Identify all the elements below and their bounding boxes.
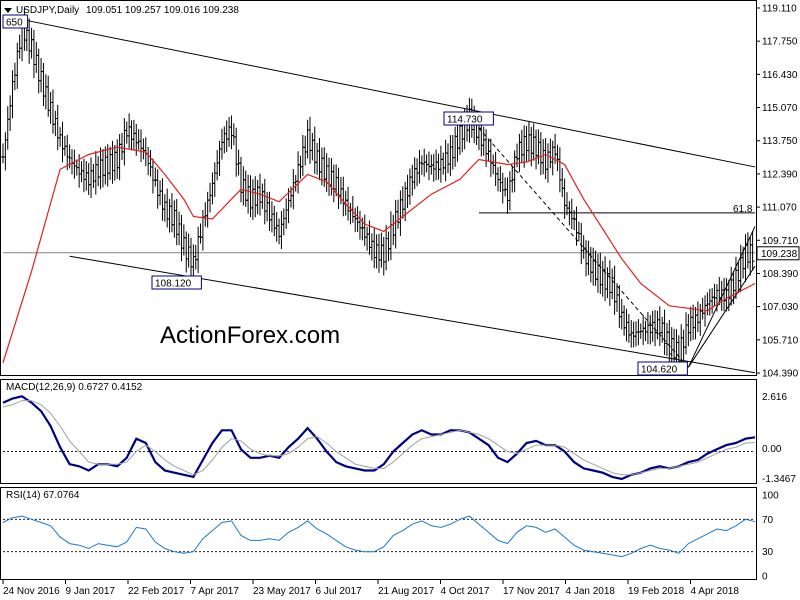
trendline-decline-dashed (469, 117, 689, 368)
price-axis-label: 108.390 (762, 269, 799, 280)
label-104620: 104.620 (641, 365, 678, 376)
label-fib-61-8: 61.8 (733, 204, 753, 215)
current-price-tag-box (756, 246, 800, 261)
chart-header: USDJPY,Daily 109.051 109.257 109.016 109… (4, 5, 239, 16)
label-650-box (2, 14, 29, 29)
date-axis-label: 9 Jan 2017 (66, 586, 116, 597)
rsi-axis-label: 0 (762, 572, 768, 583)
price-axis-label: 111.070 (762, 203, 797, 214)
rsi-axis-label: 30 (762, 547, 774, 558)
label-108120-box (151, 275, 202, 290)
ohlc-values: 109.051 109.257 109.016 109.238 (86, 5, 239, 16)
price-axis-label: 112.390 (762, 169, 798, 180)
date-axis-label: 4 Jan 2018 (566, 586, 616, 597)
macd-signal-line (2, 400, 756, 476)
date-axis-label: 19 Feb 2018 (628, 586, 685, 597)
label-114730-box (443, 111, 494, 126)
moving-average-line (2, 146, 756, 363)
axis-layer: 119.110 117.750 116.430 115.070 113.750 112.3… (2, 4, 800, 597)
macd-line (2, 395, 756, 481)
macd-axis-label: 0.00 (762, 444, 782, 455)
date-axis-label: 4 Apr 2018 (691, 586, 740, 597)
macd-panel (0, 379, 757, 484)
rsi-axis-label: 100 (762, 491, 779, 502)
price-axis-label: 105.710 (762, 335, 799, 346)
macd-axis-label: -1.3467 (762, 474, 796, 485)
price-axis-label: 104.390 (762, 369, 799, 380)
date-axis-label: 23 May 2017 (253, 586, 311, 597)
price-axis-label: 109.710 (762, 236, 799, 247)
date-axis-label: 4 Oct 2017 (441, 586, 490, 597)
price-axis-label: 117.750 (762, 37, 798, 48)
symbol-label: USDJPY,Daily (16, 5, 79, 16)
date-axis-label: 22 Feb 2017 (128, 586, 185, 597)
watermark: ActionForex.com (160, 322, 340, 349)
price-axis-label: 113.750 (762, 136, 798, 147)
label-104620-box (637, 361, 688, 376)
rsi-axis-label: 70 (762, 515, 774, 526)
triangle-down-icon[interactable] (4, 8, 12, 13)
date-axis-label: 7 Apr 2017 (191, 586, 240, 597)
price-axis-label: 119.110 (762, 4, 797, 15)
rsi-panel (0, 487, 757, 580)
label-650: 650 (6, 18, 23, 29)
date-axis-label: 24 Nov 2016 (3, 586, 60, 597)
label-108120: 108.120 (155, 279, 192, 290)
rsi-layer (2, 515, 756, 558)
trendline-rising-lower (687, 265, 756, 368)
price-layer: 650 114.730 108.120 104.620 61.8 (1, 8, 756, 376)
macd-axis-label: 2.616 (762, 392, 787, 403)
rsi-line (2, 515, 756, 558)
trendline-upper-channel (2, 15, 756, 168)
price-axis-label: 116.430 (762, 70, 798, 81)
current-price-tag: 109.238 (761, 249, 798, 260)
price-panel (0, 0, 757, 376)
label-114730: 114.730 (447, 115, 483, 126)
date-axis-label: 21 Aug 2017 (378, 586, 435, 597)
price-axis-label: 107.030 (762, 302, 799, 313)
price-axis-label: 115.070 (762, 103, 798, 114)
macd-layer (2, 395, 756, 481)
date-axis-label: 17 Nov 2017 (503, 586, 560, 597)
date-axis-label: 6 Jul 2017 (316, 586, 363, 597)
macd-title: MACD(12,26,9) 0.6727 0.4152 (6, 382, 143, 393)
rsi-title: RSI(14) 67.0764 (6, 490, 80, 501)
